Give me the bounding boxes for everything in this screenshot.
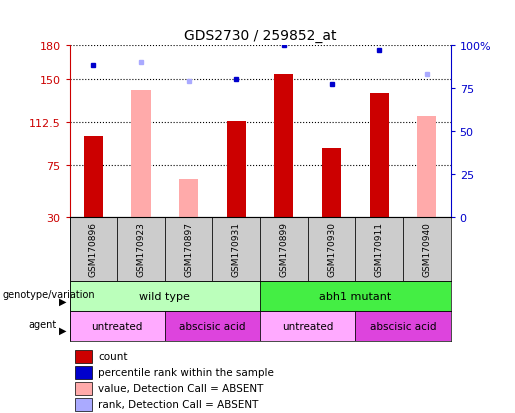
Text: abscisic acid: abscisic acid [370, 321, 436, 331]
Text: ▶: ▶ [59, 296, 67, 306]
Text: count: count [98, 351, 128, 362]
Text: GSM170930: GSM170930 [327, 222, 336, 277]
Bar [274, 75, 294, 217]
Bar [260, 217, 308, 281]
Bar [117, 217, 165, 281]
Bar [75, 398, 93, 411]
Bar [355, 311, 451, 341]
Bar [131, 91, 150, 217]
Bar [75, 366, 93, 379]
Text: GSM170911: GSM170911 [375, 222, 384, 277]
Text: percentile rank within the sample: percentile rank within the sample [98, 368, 274, 377]
Text: agent: agent [28, 319, 57, 329]
Bar [212, 217, 260, 281]
Bar [165, 217, 212, 281]
Title: GDS2730 / 259852_at: GDS2730 / 259852_at [184, 29, 336, 43]
Bar [370, 93, 389, 217]
Bar [70, 217, 117, 281]
Text: GSM170931: GSM170931 [232, 222, 241, 277]
Bar [75, 350, 93, 363]
Bar [307, 217, 355, 281]
Bar [417, 116, 436, 217]
Bar [322, 149, 341, 217]
Bar [403, 217, 451, 281]
Bar [355, 217, 403, 281]
Text: abscisic acid: abscisic acid [179, 321, 246, 331]
Text: value, Detection Call = ABSENT: value, Detection Call = ABSENT [98, 383, 264, 394]
Bar [70, 311, 165, 341]
Bar [227, 122, 246, 217]
Text: untreated: untreated [92, 321, 143, 331]
Bar [75, 382, 93, 395]
Text: GSM170897: GSM170897 [184, 222, 193, 277]
Text: GSM170940: GSM170940 [422, 222, 431, 277]
Bar [84, 137, 103, 217]
Bar [260, 311, 355, 341]
Text: GSM170923: GSM170923 [136, 222, 145, 277]
Bar [179, 179, 198, 217]
Text: ▶: ▶ [59, 325, 67, 335]
Bar [260, 281, 451, 311]
Bar [165, 311, 260, 341]
Text: untreated: untreated [282, 321, 333, 331]
Bar [70, 281, 260, 311]
Text: GSM170899: GSM170899 [280, 222, 288, 277]
Text: abh1 mutant: abh1 mutant [319, 291, 391, 301]
Text: wild type: wild type [140, 291, 190, 301]
Text: rank, Detection Call = ABSENT: rank, Detection Call = ABSENT [98, 399, 259, 409]
Text: GSM170896: GSM170896 [89, 222, 98, 277]
Text: genotype/variation: genotype/variation [3, 290, 95, 299]
